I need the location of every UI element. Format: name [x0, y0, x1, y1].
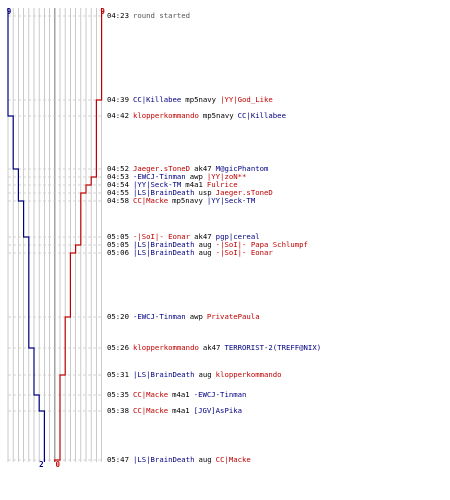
- victim-name: klopperkommando: [215, 370, 282, 379]
- weapon-name: mp5navy: [185, 95, 217, 104]
- event-time: 05:35: [107, 390, 129, 399]
- killer-name: |LS|BrainDeath: [132, 240, 195, 249]
- killer-name: CC|Macke: [132, 196, 169, 205]
- event-note: round started: [132, 11, 191, 20]
- kill-row: 04:54 |YY|Seck-TM m4a1 Fulrice: [107, 180, 238, 189]
- weapon-name: ak47: [194, 232, 212, 241]
- event-time: 05:20: [107, 312, 129, 321]
- blue-start-count: 9: [7, 7, 12, 16]
- killer-name: klopperkommando: [132, 343, 199, 352]
- victim-name: |YY|God_Like: [220, 95, 273, 104]
- red-start-count: 9: [100, 7, 105, 16]
- weapon-name: ak47: [194, 164, 212, 173]
- event-time: 04:58: [107, 196, 129, 205]
- event-time: 04:53: [107, 172, 129, 181]
- killer-name: -|SoI|- Eonar: [132, 232, 191, 241]
- kill-row: 05:31 |LS|BrainDeath aug klopperkommando: [107, 370, 282, 379]
- weapon-name: m4a1: [185, 180, 203, 189]
- event-time: 05:05: [107, 240, 129, 249]
- killer-name: CC|Macke: [132, 406, 169, 415]
- weapon-name: ak47: [202, 343, 221, 352]
- killer-name: |LS|BrainDeath: [132, 188, 195, 197]
- killer-name: -EWCJ-Tinman: [132, 312, 186, 321]
- kill-row: 04:53 -EWCJ-Tinman awp |YY|zoN**: [107, 172, 246, 181]
- event-time: 05:05: [107, 232, 129, 241]
- victim-name: CC|Macke: [215, 455, 251, 464]
- event-time: 04:42: [107, 111, 129, 120]
- weapon-name: awp: [189, 172, 203, 181]
- victim-name: -EWCJ-Tinman: [193, 390, 247, 399]
- weapon-name: aug: [198, 455, 212, 464]
- kill-row: 04:42 klopperkommando mp5navy CC|Killabee: [107, 111, 286, 120]
- kill-row: 05:26 klopperkommando ak47 TERRORIST-2(TREF…: [107, 343, 321, 352]
- weapon-name: aug: [198, 248, 212, 257]
- kill-row: 05:05 -|SoI|- Eonar ak47 pgp|cereal: [107, 232, 260, 241]
- victim-name: |YY|zoN**: [206, 172, 247, 181]
- blue-end-count: 2: [39, 460, 44, 469]
- round-start-row: 04:23 round started: [107, 11, 190, 20]
- alive-count-ticker: 9 9 2 0: [7, 7, 106, 469]
- event-time: 04:54: [107, 180, 129, 189]
- victim-name: pgp|cereal: [215, 232, 260, 241]
- red-team-alive-line: [54, 8, 103, 462]
- kill-row: 05:06 |LS|BrainDeath aug -|SoI|- Eonar: [107, 248, 273, 257]
- kill-row: 04:39 CC|Killabee mp5navy |YY|God_Like: [107, 95, 273, 104]
- kill-row: 05:47 |LS|BrainDeath aug CC|Macke: [107, 455, 251, 464]
- killer-name: Jaeger.sToneD: [132, 164, 191, 173]
- red-end-count: 0: [56, 460, 61, 469]
- event-time: 05:31: [107, 370, 129, 379]
- victim-name: PrivatePaula: [206, 312, 260, 321]
- kill-row: 04:58 CC|Macke mp5navy |YY|Seck-TM: [107, 196, 255, 205]
- killer-name: |LS|BrainDeath: [132, 248, 195, 257]
- victim-name: [JGV]AsPika: [193, 406, 243, 415]
- victim-name: Fulrice: [206, 180, 238, 189]
- kill-row: 04:55 |LS|BrainDeath usp Jaeger.sToneD: [107, 188, 273, 197]
- event-time: 04:52: [107, 164, 129, 173]
- weapon-name: aug: [198, 240, 212, 249]
- victim-name: |YY|Seck-TM: [206, 196, 256, 205]
- event-time: 04:55: [107, 188, 129, 197]
- event-time: 05:47: [107, 455, 129, 464]
- kill-row: 05:05 |LS|BrainDeath aug -|SoI|- Papa Schlu…: [107, 240, 308, 249]
- kill-row: 05:38 CC|Macke m4a1 [JGV]AsPika: [107, 406, 242, 415]
- killer-name: CC|Killabee: [132, 95, 182, 104]
- weapon-name: aug: [198, 370, 212, 379]
- weapon-name: mp5navy: [172, 196, 203, 205]
- kill-row: 05:35 CC|Macke m4a1 -EWCJ-Tinman: [107, 390, 246, 399]
- event-time: 05:38: [107, 406, 129, 415]
- event-time: 05:26: [107, 343, 129, 352]
- weapon-name: mp5navy: [202, 111, 234, 120]
- victim-name: -|SoI|- Papa Schlumpf: [215, 240, 308, 249]
- victim-name: M@gicPhantom: [215, 164, 269, 173]
- kill-row: 04:52 Jaeger.sToneD ak47 M@gicPhantom: [107, 164, 268, 173]
- victim-name: TERRORIST-2(TREFF@NIX): [224, 343, 322, 352]
- event-time: 04:23: [107, 11, 129, 20]
- kill-row: 05:20 -EWCJ-Tinman awp PrivatePaula: [107, 312, 260, 321]
- killer-name: |LS|BrainDeath: [132, 370, 195, 379]
- blue-team-alive-line: [7, 8, 45, 462]
- killer-name: |LS|BrainDeath: [132, 455, 195, 464]
- weapon-name: usp: [198, 188, 212, 197]
- victim-name: -|SoI|- Eonar: [215, 248, 273, 257]
- killer-name: CC|Macke: [132, 390, 169, 399]
- weapon-name: m4a1: [172, 390, 190, 399]
- weapon-name: awp: [189, 312, 203, 321]
- weapon-name: m4a1: [172, 406, 190, 415]
- killer-name: klopperkommando: [132, 111, 199, 120]
- victim-name: Jaeger.sToneD: [215, 188, 273, 197]
- event-time: 05:06: [107, 248, 129, 257]
- victim-name: CC|Killabee: [237, 111, 286, 120]
- killer-name: |YY|Seck-TM: [132, 180, 182, 189]
- event-time: 04:39: [107, 95, 129, 104]
- killer-name: -EWCJ-Tinman: [132, 172, 186, 181]
